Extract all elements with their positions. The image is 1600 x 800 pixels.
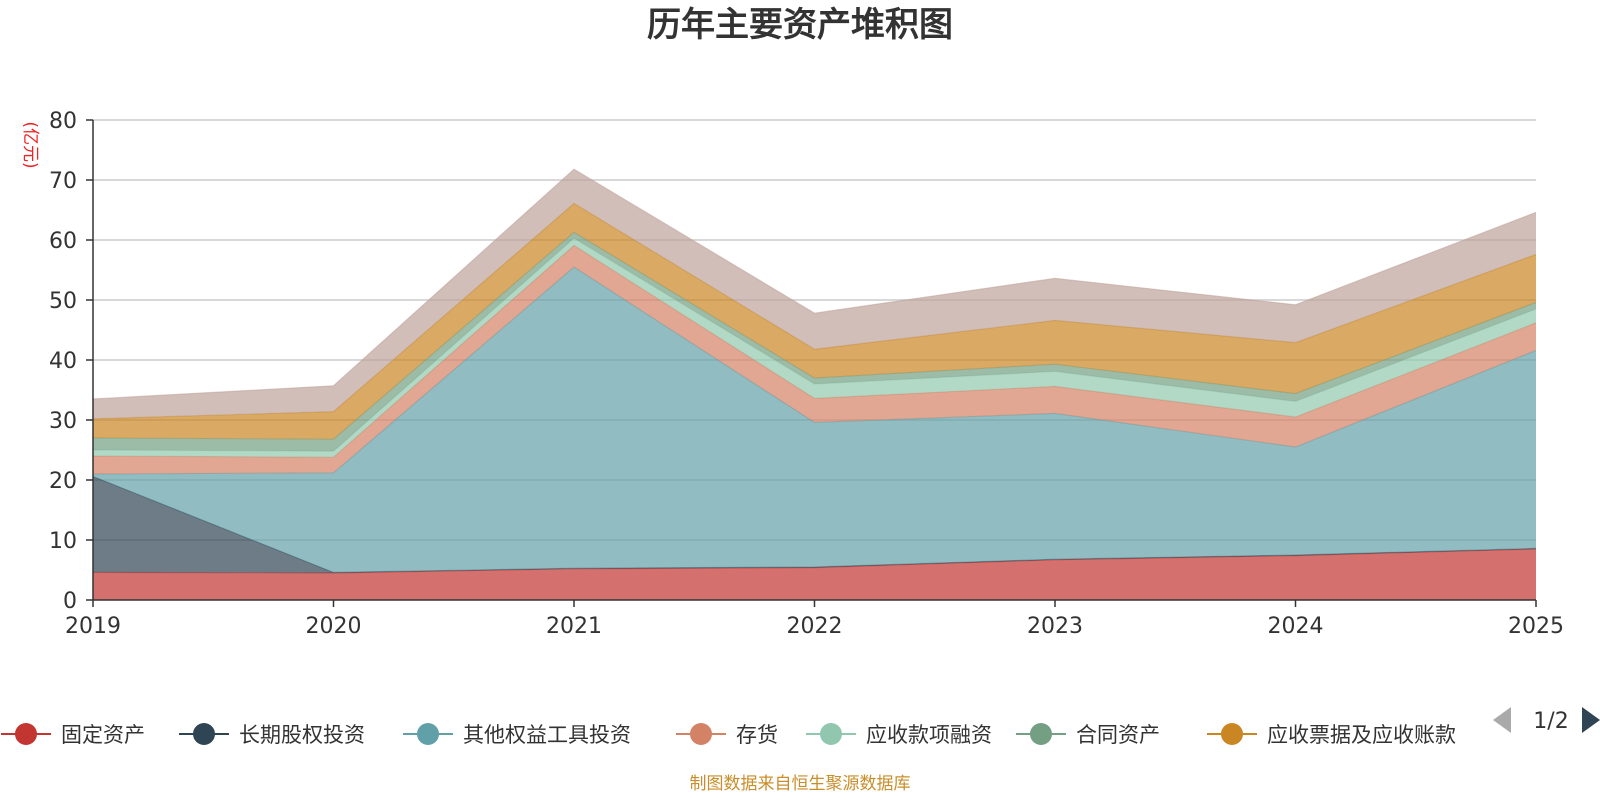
- legend: 固定资产 长期股权投资 其他权益工具投资 存货 应收款项融资 合同资产 应收票据及应收账款: [1, 723, 1456, 747]
- y-tick-label-60: 60: [49, 229, 77, 254]
- legend-item-0[interactable]: 固定资产: [1, 723, 145, 747]
- legend-marker-5: [1030, 723, 1052, 745]
- x-tick-label-2025: 2025: [1508, 614, 1564, 639]
- legend-marker-0: [15, 723, 37, 745]
- legend-item-2[interactable]: 其他权益工具投资: [403, 723, 631, 747]
- legend-marker-6: [1221, 723, 1243, 745]
- area-series-3: [93, 245, 1536, 474]
- area-series-group: [92, 168, 1537, 600]
- x-tick-label-2021: 2021: [546, 614, 602, 639]
- data-source-note: 制图数据来自恒生聚源数据库: [690, 774, 911, 794]
- legend-marker-3: [690, 723, 712, 745]
- area-series-0: [93, 549, 1536, 600]
- legend-item-3[interactable]: 存货: [676, 723, 778, 747]
- x-tick-label-2019: 2019: [65, 614, 121, 639]
- legend-marker-2: [417, 723, 439, 745]
- area-series-6: [93, 203, 1536, 440]
- legend-item-1[interactable]: 长期股权投资: [179, 723, 365, 747]
- chart-title: 历年主要资产堆积图: [647, 5, 953, 45]
- axes: 0 10 20 30 40 50 60 70 80 2019 2020 2021 2022 2023 202…: [49, 109, 1564, 639]
- legend-label-5: 合同资产: [1076, 723, 1160, 747]
- legend-label-0: 固定资产: [61, 723, 145, 747]
- legend-next-page-icon[interactable]: [1582, 707, 1600, 733]
- legend-marker-1: [193, 723, 215, 745]
- legend-prev-page-icon[interactable]: [1493, 707, 1511, 733]
- x-tick-label-2023: 2023: [1027, 614, 1083, 639]
- x-tick-label-2020: 2020: [306, 614, 362, 639]
- y-tick-label-80: 80: [49, 109, 77, 134]
- y-tick-label-0: 0: [63, 589, 77, 614]
- legend-page-indicator: 1/2: [1533, 709, 1568, 734]
- y-axis-unit-label: (亿元): [20, 121, 40, 168]
- legend-label-4: 应收款项融资: [866, 723, 992, 747]
- y-tick-label-70: 70: [49, 169, 77, 194]
- legend-marker-4: [820, 723, 842, 745]
- legend-pager: 1/2: [1493, 707, 1600, 734]
- area-series-7: [93, 169, 1536, 419]
- y-tick-label-30: 30: [49, 409, 77, 434]
- legend-item-6[interactable]: 应收票据及应收账款: [1207, 723, 1456, 747]
- y-tick-label-50: 50: [49, 289, 77, 314]
- area-series-1: [93, 476, 1536, 573]
- legend-label-2: 其他权益工具投资: [463, 723, 631, 747]
- legend-item-4[interactable]: 应收款项融资: [806, 723, 992, 747]
- y-tick-label-40: 40: [49, 349, 77, 374]
- legend-label-6: 应收票据及应收账款: [1267, 723, 1456, 747]
- x-tick-label-2022: 2022: [787, 614, 843, 639]
- x-tick-label-2024: 2024: [1268, 614, 1324, 639]
- area-edge-series-7: [92, 168, 1537, 400]
- y-tick-label-20: 20: [49, 469, 77, 494]
- y-tick-label-10: 10: [49, 529, 77, 554]
- legend-label-3: 存货: [736, 723, 778, 747]
- area-series-2: [93, 267, 1536, 573]
- legend-item-5[interactable]: 合同资产: [1016, 723, 1160, 747]
- legend-label-1: 长期股权投资: [239, 723, 365, 747]
